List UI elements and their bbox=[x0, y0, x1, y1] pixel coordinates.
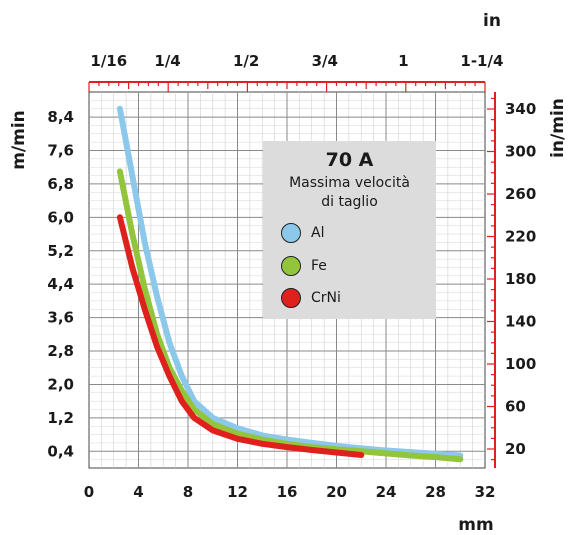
legend-subtitle-line-1: Massima velocità bbox=[289, 175, 410, 191]
top-tick-label: 3/4 bbox=[312, 52, 338, 70]
y-right-tick-label: 60 bbox=[505, 398, 526, 416]
x-tick-label: 24 bbox=[376, 483, 397, 501]
y-tick-label: 6,0 bbox=[47, 208, 74, 226]
top-axis-label: in bbox=[483, 11, 501, 31]
legend-subtitle-line-2: di taglio bbox=[321, 194, 378, 210]
y-tick-label: 6,8 bbox=[47, 175, 74, 193]
legend-swatch-fe bbox=[281, 256, 301, 276]
x-tick-label: 28 bbox=[425, 483, 446, 501]
legend-item-fe: Fe bbox=[281, 254, 327, 278]
x-tick-label: 12 bbox=[227, 483, 248, 501]
top-tick-label: 1 bbox=[398, 52, 408, 70]
legend-item-al: Al bbox=[281, 221, 324, 245]
y-right-tick-label: 300 bbox=[505, 143, 536, 161]
legend-title: 70 A bbox=[325, 149, 374, 171]
x-axis-label: mm bbox=[458, 515, 493, 535]
y-tick-label: 8,4 bbox=[47, 108, 74, 126]
y-tick-label: 2,0 bbox=[47, 375, 74, 393]
x-tick-label: 20 bbox=[326, 483, 347, 501]
x-tick-label: 16 bbox=[277, 483, 298, 501]
y-right-tick-label: 220 bbox=[505, 228, 536, 246]
y-tick-label: 7,6 bbox=[47, 141, 74, 159]
top-tick-label: 1-1/4 bbox=[460, 52, 503, 70]
y-right-tick-label: 100 bbox=[505, 355, 536, 373]
y-right-tick-label: 340 bbox=[505, 100, 536, 118]
y-tick-label: 3,6 bbox=[47, 309, 74, 327]
legend-label-crni: CrNi bbox=[311, 290, 341, 306]
y-axis-label: m/min bbox=[9, 110, 29, 170]
y-tick-label: 2,8 bbox=[47, 342, 74, 360]
legend-swatch-al bbox=[281, 223, 301, 243]
series-line-fe bbox=[116, 168, 464, 463]
y-tick-label: 0,4 bbox=[47, 442, 74, 460]
x-tick-label: 8 bbox=[183, 483, 193, 501]
y-right-tick-label: 180 bbox=[505, 270, 536, 288]
legend-subtitle: Massima velocità di taglio bbox=[263, 174, 436, 212]
y-right-tick-label: 140 bbox=[505, 313, 536, 331]
legend-label-al: Al bbox=[311, 225, 325, 241]
top-tick-label: 1/2 bbox=[233, 52, 259, 70]
top-tick-label: 1/4 bbox=[154, 52, 180, 70]
y-right-axis-label: in/min bbox=[548, 98, 568, 158]
series-line-crni bbox=[116, 214, 365, 458]
x-tick-label: 0 bbox=[84, 483, 94, 501]
legend: 70 A Massima velocità di taglio Al Fe Cr… bbox=[263, 141, 436, 319]
legend-swatch-crni bbox=[281, 288, 301, 308]
x-tick-label: 4 bbox=[133, 483, 143, 501]
y-tick-label: 5,2 bbox=[47, 242, 74, 260]
y-tick-label: 1,2 bbox=[47, 409, 74, 427]
y-right-tick-label: 260 bbox=[505, 185, 536, 203]
top-tick-label: 1/16 bbox=[90, 52, 127, 70]
legend-label-fe: Fe bbox=[311, 258, 327, 274]
x-tick-label: 32 bbox=[475, 483, 496, 501]
y-right-tick-label: 20 bbox=[505, 440, 526, 458]
legend-item-crni: CrNi bbox=[281, 286, 341, 310]
y-tick-label: 4,4 bbox=[47, 275, 74, 293]
